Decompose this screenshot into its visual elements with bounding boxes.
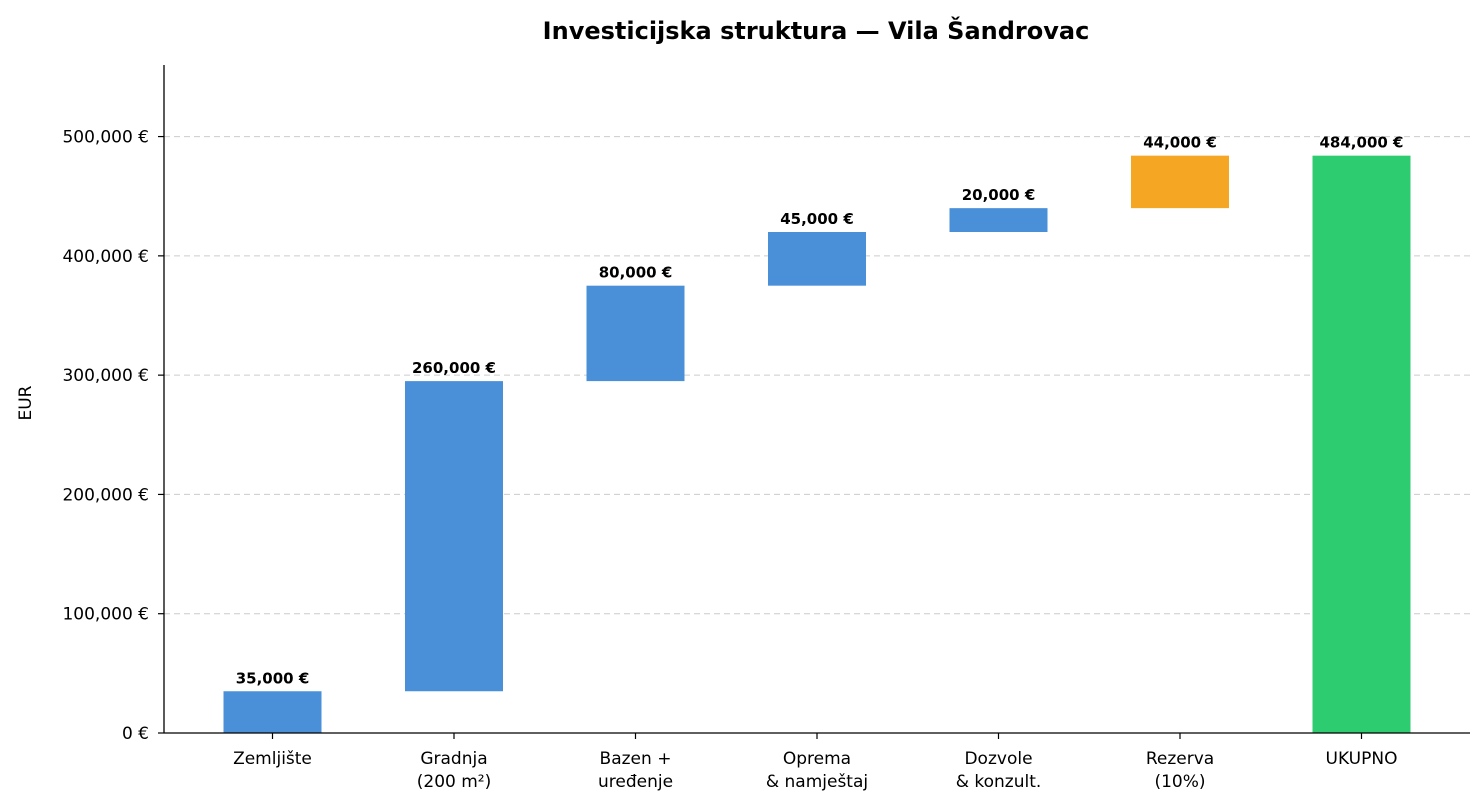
x-category-label-line: Bazen + bbox=[600, 749, 672, 769]
chart-title: Investicijska struktura — Vila Šandrovac bbox=[543, 15, 1090, 45]
x-category-label: UKUPNO bbox=[1326, 749, 1398, 769]
bar-cost bbox=[223, 691, 322, 733]
x-category-label: Oprema & namještaj bbox=[766, 749, 868, 792]
bars bbox=[223, 155, 1411, 733]
x-category-label: Zemljište bbox=[233, 749, 312, 769]
x-category-label-line: Gradnja bbox=[420, 749, 487, 769]
bar-total bbox=[1312, 155, 1411, 733]
bar-cost bbox=[949, 208, 1048, 232]
y-tick-label: 400,000 € bbox=[62, 247, 149, 267]
bar-value-label: 35,000 € bbox=[236, 669, 310, 687]
x-category-label: Bazen + uređenje bbox=[598, 749, 673, 792]
bar-cost bbox=[768, 232, 866, 286]
data-labels: 35,000 € 260,000 € 80,000 € 45,000 € 20,000 … bbox=[236, 134, 1404, 688]
grid-lines bbox=[164, 136, 1470, 615]
x-category-label-line: Dozvole bbox=[964, 749, 1032, 769]
bar-value-label: 80,000 € bbox=[599, 264, 673, 282]
x-category-label-line: (200 m²) bbox=[417, 772, 492, 792]
bar-reserve bbox=[1131, 155, 1229, 209]
x-category-label-line: (10%) bbox=[1154, 772, 1205, 792]
x-category-label: Dozvole & konzult. bbox=[956, 749, 1042, 792]
y-tick-label: 0 € bbox=[122, 724, 149, 744]
x-category-label-line: Zemljište bbox=[233, 749, 312, 769]
bar-value-label: 484,000 € bbox=[1320, 134, 1404, 152]
axes: 0 € 100,000 € 200,000 € 300,000 € 400,000 € 5… bbox=[62, 65, 1470, 792]
bar-value-label: 260,000 € bbox=[412, 359, 496, 377]
x-category-label-line: & konzult. bbox=[956, 772, 1042, 792]
bar-value-label: 44,000 € bbox=[1143, 134, 1217, 152]
y-tick-label: 500,000 € bbox=[62, 128, 149, 148]
y-tick-label: 100,000 € bbox=[62, 605, 149, 625]
x-category-label: Gradnja (200 m²) bbox=[417, 749, 492, 792]
bar-value-label: 20,000 € bbox=[962, 186, 1036, 204]
y-tick-label: 200,000 € bbox=[62, 485, 149, 505]
x-category-label-line: uređenje bbox=[598, 772, 673, 792]
bar-value-label: 45,000 € bbox=[780, 210, 854, 228]
y-axis-label: EUR bbox=[16, 385, 36, 420]
x-category-label: Rezerva (10%) bbox=[1146, 749, 1214, 792]
bar-cost bbox=[586, 285, 685, 382]
x-category-label-line: & namještaj bbox=[766, 772, 868, 792]
y-tick-label: 300,000 € bbox=[62, 366, 149, 386]
x-category-label-line: UKUPNO bbox=[1326, 749, 1398, 769]
x-category-label-line: Rezerva bbox=[1146, 749, 1214, 769]
x-category-label-line: Oprema bbox=[783, 749, 851, 769]
bar-cost bbox=[405, 381, 503, 692]
